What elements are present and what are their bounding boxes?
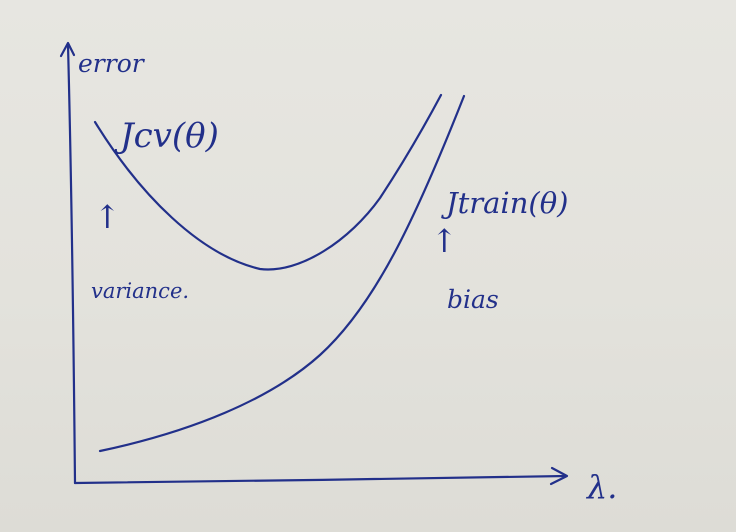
cv-error-curve — [93, 93, 443, 271]
bias-label: bias — [447, 285, 499, 314]
y-axis-label: error — [78, 49, 146, 78]
cv-curve-label: Jcv(θ) — [114, 116, 219, 156]
train-curve-label: Jtrain(θ) — [441, 186, 568, 220]
variance-arrow-icon: ↑ — [94, 198, 121, 236]
x-axis-line — [73, 474, 568, 485]
x-axis-label: λ. — [585, 468, 617, 506]
bias-arrow-icon: ↑ — [431, 222, 458, 260]
train-error-curve — [98, 94, 466, 453]
y-axis-arrowhead — [59, 41, 76, 58]
y-axis-line — [66, 43, 77, 485]
variance-label: variance. — [91, 279, 189, 303]
x-axis-arrowhead — [549, 466, 569, 486]
